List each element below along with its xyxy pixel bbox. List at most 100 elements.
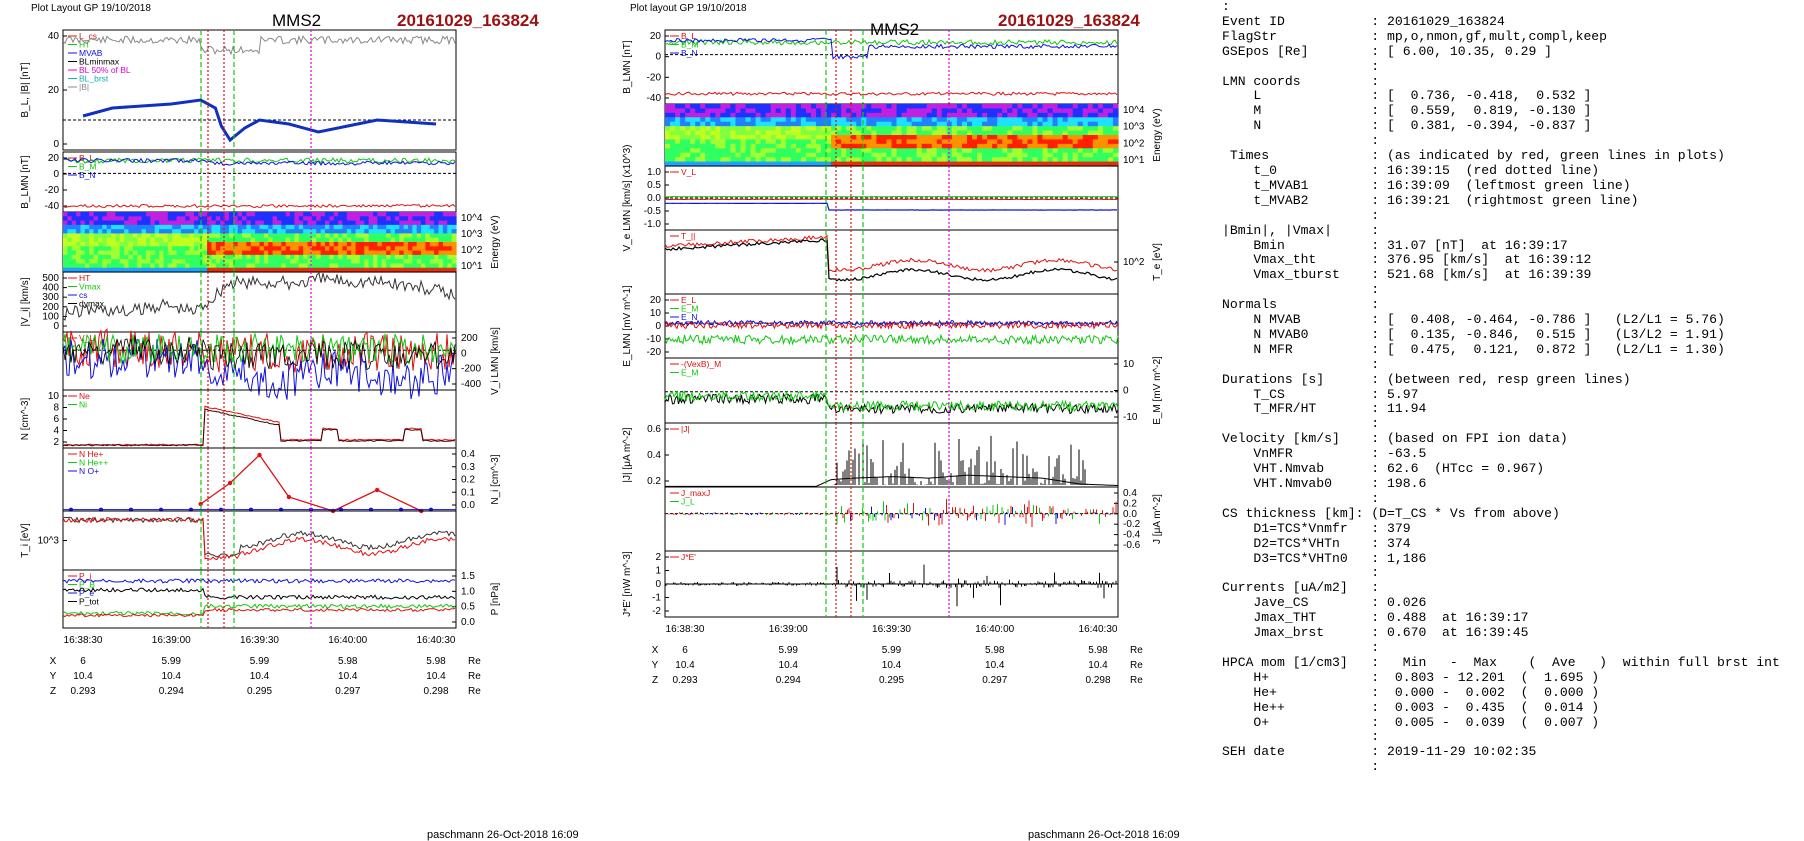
right-spectrogram-cell	[926, 126, 933, 132]
right-spectrogram-cell	[790, 121, 797, 127]
right-spectrogram-cell	[826, 126, 832, 132]
left-spectrogram-cell	[386, 263, 392, 269]
right-spectrogram-cell	[735, 148, 742, 154]
left-legend-entry: N He++	[79, 458, 108, 468]
left-spectrogram-cell	[290, 250, 296, 256]
right-spectrogram-cell	[926, 152, 933, 158]
right-spectrogram-cell	[972, 148, 978, 154]
right-spectrogram-cell	[1087, 108, 1094, 114]
right-spectrogram-cell	[821, 152, 827, 158]
right-spectrogram-cell	[770, 152, 777, 158]
left-legend-entry: Ne	[79, 391, 90, 401]
left-spectrogram-cell	[355, 242, 361, 247]
right-spectrogram-cell	[881, 135, 888, 141]
right-spectrogram-cell	[926, 104, 933, 110]
left-spectrogram-cell	[228, 267, 234, 273]
report-line: Jmax_brst : 0.670 at 16:39:45	[1253, 625, 1529, 641]
right-spectrogram-cell	[780, 135, 787, 141]
right-spectrogram-cell	[1102, 152, 1109, 158]
left-spectrogram-cell	[163, 250, 169, 256]
left-spectrogram-cell	[93, 212, 99, 217]
left-legend-entry: |B|	[79, 82, 89, 92]
right-spectrogram-cell	[836, 112, 842, 118]
right-spectrogram-cell	[921, 130, 928, 136]
right-spectrogram-cell	[856, 108, 862, 114]
right-spectrogram-cell	[921, 126, 928, 132]
right-spectrogram-cell	[705, 139, 711, 145]
right-spectrogram-cell	[896, 126, 903, 132]
right-spectrogram-cell	[936, 117, 943, 123]
left-spectrogram-cell	[89, 254, 95, 260]
left-spectrogram-cell	[215, 233, 221, 239]
right-spectrogram-cell	[665, 130, 671, 136]
left-spectrogram-cell	[119, 267, 125, 273]
right-spectrogram-cell	[997, 112, 1003, 118]
left-spectrogram-cell	[346, 267, 352, 273]
left-spectrogram-cell	[403, 254, 409, 260]
right-spectrogram-cell	[1092, 157, 1099, 163]
left-panel-3: 10^410^310^210^1 Energy (eV)	[62, 211, 501, 273]
left-spectrogram-cell	[294, 263, 300, 269]
right-spectrogram-cell	[685, 143, 691, 149]
left-spectrogram-cell	[189, 246, 195, 252]
left-spectrogram-cell	[97, 220, 103, 226]
left-spectrogram-cell	[268, 246, 274, 252]
right-spectrogram-cell	[1022, 104, 1028, 110]
right-spectrogram-cell	[780, 148, 787, 154]
right-spectrogram-cell	[1072, 152, 1079, 158]
right-pos-value: 10.4	[985, 660, 1005, 671]
right-spectrogram-cell	[886, 121, 893, 127]
right-spectrogram-cell	[1077, 152, 1084, 158]
left-spectrogram-cell	[128, 263, 134, 269]
right-spectrogram-cell	[735, 112, 742, 118]
right-spectrogram-cell	[680, 126, 686, 132]
left-spectrogram-cell	[246, 233, 252, 239]
left-spectrogram-cell	[194, 212, 199, 217]
left-spectrogram-cell	[163, 233, 169, 239]
right-spectrogram-cell	[805, 139, 812, 145]
right-spectrogram-cell	[750, 126, 757, 132]
right-spectrogram-cell	[805, 152, 812, 158]
left-legend-entry: P_B	[79, 580, 95, 590]
left-spectrogram-cell	[447, 233, 453, 239]
left-spectrogram-cell	[237, 250, 243, 256]
right-spectrogram-cell	[730, 121, 737, 127]
right-spectrogram-cell	[881, 161, 888, 167]
left-spectrogram-cell	[394, 233, 400, 239]
left-spectrogram-cell	[202, 237, 208, 243]
left-spectrogram-cell	[159, 242, 165, 247]
left-spectrogram-cell	[246, 242, 252, 247]
right-spectrogram-cell	[725, 117, 732, 123]
right-spectrogram-cell	[685, 130, 691, 136]
left-spectrogram-cell	[145, 237, 151, 243]
right-spectrogram-cell	[735, 121, 742, 127]
right-spectrogram-cell	[836, 130, 842, 136]
right-spectrogram-cell	[1047, 126, 1054, 132]
left-spectrogram-cell	[394, 254, 400, 260]
right-spectrogram-cell	[1042, 117, 1049, 123]
left-spectrogram-cell	[93, 216, 99, 222]
right-spectrogram-cell	[785, 130, 792, 136]
right-spectrogram-cell	[1082, 157, 1089, 163]
left-spectrogram-cell	[281, 220, 287, 226]
right-spectrogram-cell	[1052, 143, 1059, 149]
left-spectrogram-cell	[276, 246, 282, 252]
left-spectrogram-cell	[67, 216, 73, 222]
right-spectrogram-cell	[665, 152, 671, 158]
right-spectrogram-cell	[886, 112, 893, 118]
left-spectrogram-cell	[132, 250, 138, 256]
right-spectrogram-cell	[665, 121, 671, 127]
left-legend-entry: B_L	[79, 153, 94, 163]
left-ylabel: B_LMN [nT]	[20, 155, 31, 209]
left-tick-label: 10	[48, 391, 60, 402]
left-spectrogram-cell	[386, 212, 392, 217]
right-spectrogram-cell	[982, 117, 988, 123]
right-spectrogram-cell	[876, 139, 883, 145]
right-spectrogram-cell	[977, 157, 983, 163]
left-spectrogram-cell	[84, 263, 90, 269]
left-spectrogram-cell	[377, 242, 383, 247]
right-spectrogram-cell	[972, 112, 978, 118]
right-spectrogram-cell	[665, 157, 671, 163]
right-spectrogram-cell	[1107, 121, 1114, 127]
left-spectrogram-cell	[373, 254, 378, 260]
